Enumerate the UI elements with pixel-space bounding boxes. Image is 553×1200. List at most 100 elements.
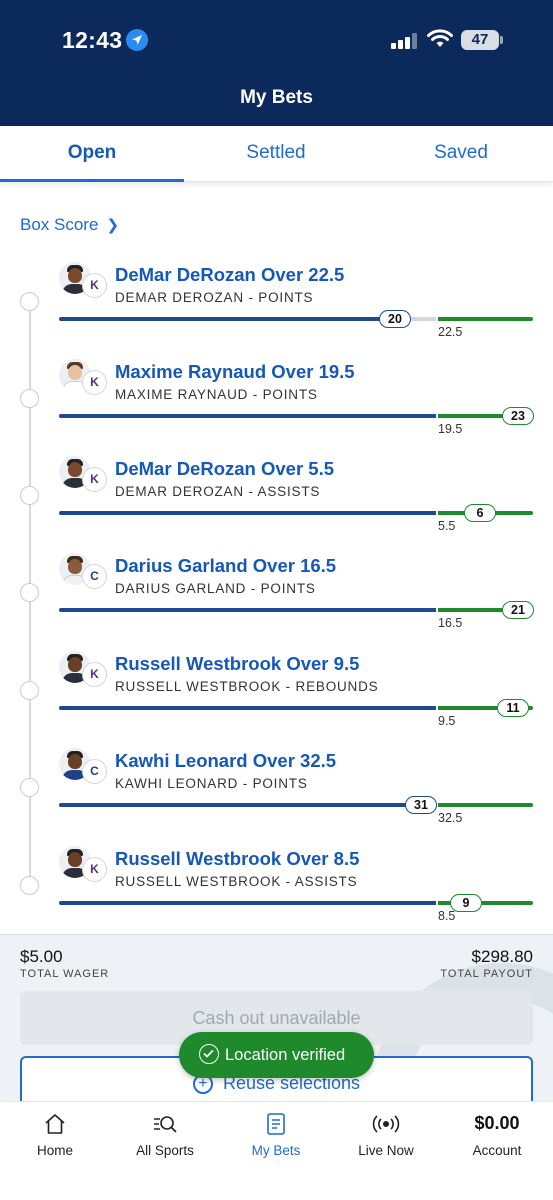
nav-account[interactable]: $0.00 Account (442, 1102, 552, 1172)
leg-subtitle: DEMAR DEROZAN - POINTS (115, 290, 314, 305)
chevron-right-icon: ❯ (106, 217, 120, 234)
bottom-navigation: Home All Sports My Bets Live Now $0.00 A… (0, 1101, 553, 1200)
leg-status-node (20, 681, 39, 700)
team-logo-icon: C (82, 759, 107, 784)
search-sports-icon (110, 1112, 220, 1138)
progress-bar-over-zone (438, 414, 518, 418)
location-verified-toast: Location verified (179, 1032, 374, 1078)
leg-title: DeMar DeRozan Over 5.5 (115, 458, 335, 479)
current-stat-pill: 20 (379, 310, 411, 328)
nav-home[interactable]: Home (0, 1102, 110, 1172)
current-stat-pill: 6 (464, 504, 496, 522)
total-wager-amount: $5.00 (20, 947, 63, 966)
progress-bar-over-zone (438, 901, 533, 905)
line-value: 8.5 (438, 909, 456, 923)
toast-label: Location verified (225, 1046, 346, 1064)
nav-label: Account (472, 1143, 522, 1158)
nav-label: All Sports (136, 1143, 194, 1158)
progress-bar-over-zone (438, 706, 533, 710)
nav-label: My Bets (251, 1143, 301, 1158)
bet-leg[interactable]: K Russell Westbrook Over 9.5 RUSSELL WES… (0, 651, 553, 748)
current-stat-pill: 23 (502, 407, 534, 425)
progress-bar-over-zone (438, 803, 533, 807)
leg-title: DeMar DeRozan Over 22.5 (115, 264, 345, 285)
bet-leg[interactable]: C Darius Garland Over 16.5 DARIUS GARLAN… (0, 553, 553, 650)
progress-bar-over-zone (438, 317, 533, 321)
nav-label: Live Now (358, 1143, 414, 1158)
current-stat-pill: 11 (497, 699, 529, 717)
leg-title: Darius Garland Over 16.5 (115, 555, 337, 576)
team-logo-icon: C (82, 564, 107, 589)
bet-leg[interactable]: C Kawhi Leonard Over 32.5 KAWHI LEONARD … (0, 748, 553, 845)
page-title: My Bets (240, 87, 313, 108)
team-logo-icon: K (82, 857, 107, 882)
bet-slip-icon (221, 1112, 331, 1138)
home-icon (0, 1112, 110, 1138)
current-stat-pill: 31 (405, 796, 437, 814)
progress-bar-fill (59, 511, 436, 515)
progress-bar-fill (59, 706, 436, 710)
status-time: 12:43 (62, 27, 123, 53)
current-stat-pill: 9 (450, 894, 482, 912)
leg-title: Russell Westbrook Over 8.5 (115, 848, 360, 869)
check-circle-icon (199, 1044, 219, 1064)
progress-bar-over-zone (438, 608, 518, 612)
reuse-selections-label: Reuse selections (222, 1073, 361, 1093)
leg-status-node (20, 778, 39, 797)
progress-bar-remaining (395, 317, 436, 321)
leg-subtitle: DARIUS GARLAND - POINTS (115, 581, 316, 596)
total-payout-amount: $298.80 (471, 947, 533, 966)
nav-all-sports[interactable]: All Sports (110, 1102, 220, 1172)
nav-my-bets[interactable]: My Bets (221, 1102, 331, 1172)
team-logo-icon: K (82, 467, 107, 492)
account-balance: $0.00 (474, 1113, 520, 1133)
leg-status-node (20, 486, 39, 505)
progress-bar-fill (59, 608, 436, 612)
bet-leg[interactable]: K Maxime Raynaud Over 19.5 MAXIME RAYNAU… (0, 359, 553, 456)
leg-status-node (20, 876, 39, 895)
line-value: 5.5 (438, 519, 456, 533)
app-header: 12:43 47 My Bets (0, 0, 553, 126)
bets-tab-bar: Open Settled Saved (0, 126, 553, 182)
tab-open[interactable]: Open (0, 126, 184, 182)
leg-subtitle: MAXIME RAYNAUD - POINTS (115, 387, 318, 402)
battery-tip (500, 36, 503, 44)
progress-bar-fill (59, 317, 395, 321)
line-value: 9.5 (438, 714, 456, 728)
progress-bar-fill (59, 414, 436, 418)
bet-leg[interactable]: K DeMar DeRozan Over 5.5 DEMAR DEROZAN -… (0, 456, 553, 553)
team-logo-icon: K (82, 273, 107, 298)
total-payout-label: TOTAL PAYOUT (440, 968, 533, 980)
live-broadcast-icon (331, 1112, 441, 1138)
bet-leg[interactable]: K DeMar DeRozan Over 22.5 DEMAR DEROZAN … (0, 262, 553, 359)
leg-subtitle: DEMAR DEROZAN - ASSISTS (115, 484, 321, 499)
tab-saved[interactable]: Saved (434, 142, 488, 163)
location-arrow-icon (126, 29, 148, 51)
leg-subtitle: KAWHI LEONARD - POINTS (115, 776, 308, 791)
leg-title: Russell Westbrook Over 9.5 (115, 653, 360, 674)
line-value: 19.5 (438, 422, 463, 436)
leg-subtitle: RUSSELL WESTBROOK - ASSISTS (115, 874, 358, 889)
line-value: 32.5 (438, 811, 463, 825)
box-score-label: Box Score (20, 215, 99, 234)
battery-indicator: 47 (461, 30, 499, 50)
team-logo-icon: K (82, 662, 107, 687)
leg-title: Maxime Raynaud Over 19.5 (115, 361, 355, 382)
current-stat-pill: 21 (502, 601, 534, 619)
total-wager-label: TOTAL WAGER (20, 968, 110, 980)
progress-bar-fill (59, 901, 436, 905)
team-logo-icon: K (82, 370, 107, 395)
leg-subtitle: RUSSELL WESTBROOK - REBOUNDS (115, 679, 379, 694)
cellular-signal-icon (391, 33, 419, 49)
line-value: 16.5 (438, 616, 463, 630)
box-score-link[interactable]: Box Score ❯ (20, 215, 119, 235)
leg-status-node (20, 389, 39, 408)
bet-leg[interactable]: K Russell Westbrook Over 8.5 RUSSELL WES… (0, 846, 553, 943)
tab-settled[interactable]: Settled (246, 142, 306, 163)
leg-title: Kawhi Leonard Over 32.5 (115, 750, 337, 771)
nav-live-now[interactable]: Live Now (331, 1102, 441, 1172)
leg-status-node (20, 583, 39, 602)
nav-label: Home (36, 1143, 73, 1158)
wifi-icon (427, 29, 453, 47)
bet-summary-panel: $5.00 TOTAL WAGER $298.80 TOTAL PAYOUT C… (0, 934, 553, 1104)
